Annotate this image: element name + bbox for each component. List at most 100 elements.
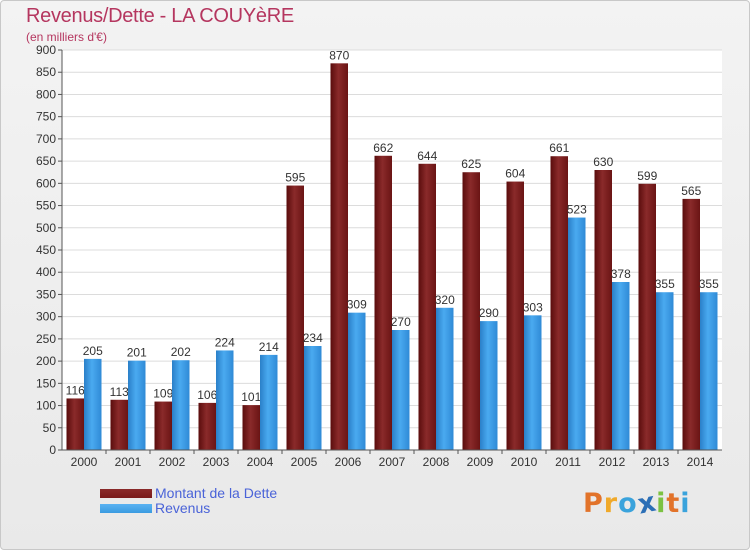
bar-value-label: 320 <box>435 293 455 307</box>
legend-label-dette: Montant de la Dette <box>155 485 278 501</box>
bar-value-label: 234 <box>303 331 323 345</box>
bar-revenus <box>524 315 542 450</box>
bar-dette <box>286 185 304 451</box>
chart-title: Revenus/Dette - LA COUYèRE <box>26 5 294 27</box>
bar-value-label: 565 <box>681 184 701 198</box>
bar-revenus <box>436 307 454 450</box>
y-tick-label: 500 <box>36 221 56 235</box>
bar-dette <box>638 183 656 450</box>
bar-dette <box>374 155 392 450</box>
x-tick-label: 2013 <box>643 455 670 469</box>
x-tick-label: 2004 <box>247 455 274 469</box>
y-tick-label: 350 <box>36 287 56 301</box>
x-tick-label: 2011 <box>555 455 581 469</box>
bar-dette <box>506 181 524 451</box>
bar-value-label: 109 <box>153 387 173 401</box>
y-tick-label: 750 <box>36 110 56 124</box>
bar-value-label: 270 <box>391 315 411 329</box>
x-axis-ticks: 2000 2001 2002 2003 2004 2005 2006 2007 2008 2009… <box>71 450 714 469</box>
logo-letter: i <box>656 488 667 519</box>
bar-value-label: 201 <box>127 346 147 360</box>
logo-letter: P <box>583 488 604 519</box>
bar-revenus <box>700 292 718 450</box>
x-tick-label: 2005 <box>291 455 318 469</box>
logo-letter: r <box>603 488 619 519</box>
bar-revenus <box>304 346 322 450</box>
logo-letter: i <box>680 488 691 519</box>
x-tick-label: 2010 <box>511 455 538 469</box>
legend-swatch-revenus <box>100 504 152 513</box>
bar-revenus <box>612 282 630 450</box>
bar-value-label: 599 <box>637 169 657 183</box>
bar-value-label: 630 <box>593 155 613 169</box>
bar-revenus <box>568 217 586 450</box>
bar-revenus <box>128 360 146 450</box>
x-tick-label: 2008 <box>423 455 450 469</box>
bar-value-label: 355 <box>655 277 675 291</box>
bar-value-label: 303 <box>523 300 543 314</box>
bar-revenus <box>260 354 278 450</box>
y-tick-label: 900 <box>36 43 56 57</box>
bar-dette <box>242 405 260 450</box>
logo-letter: o <box>618 488 638 519</box>
bar-value-label: 106 <box>197 388 217 402</box>
bar-dette <box>550 156 568 450</box>
bar-dette <box>462 172 480 450</box>
chart-subtitle: (en milliers d'€) <box>26 30 107 44</box>
y-tick-label: 850 <box>36 65 56 79</box>
y-tick-label: 250 <box>36 332 56 346</box>
bar-value-label: 644 <box>417 149 437 163</box>
bar-value-label: 662 <box>373 141 393 155</box>
y-tick-label: 100 <box>36 399 56 413</box>
bar-value-label: 309 <box>347 298 367 312</box>
x-tick-label: 2000 <box>71 455 98 469</box>
bar-value-label: 113 <box>110 385 129 399</box>
y-tick-label: 200 <box>36 354 56 368</box>
bar-value-label: 870 <box>329 48 349 62</box>
bar-value-label: 101 <box>241 390 261 404</box>
bar-revenus <box>392 330 410 450</box>
y-tick-label: 0 <box>49 443 56 457</box>
bar-dette <box>418 163 436 450</box>
bar-value-label: 116 <box>66 383 85 397</box>
bar-dette <box>110 399 128 450</box>
bar-value-label: 202 <box>171 345 191 359</box>
bar-revenus <box>84 358 102 450</box>
bar-dette <box>66 398 84 450</box>
bar-dette <box>594 170 612 450</box>
bar-dette <box>682 198 700 450</box>
bar-value-label: 205 <box>83 344 103 358</box>
y-tick-label: 300 <box>36 310 56 324</box>
x-tick-label: 2001 <box>115 455 142 469</box>
bar-value-label: 224 <box>215 335 235 349</box>
x-tick-label: 2002 <box>159 455 186 469</box>
bar-value-label: 355 <box>699 277 719 291</box>
x-tick-label: 2007 <box>379 455 406 469</box>
logo-letter: t <box>666 488 681 519</box>
y-tick-label: 700 <box>36 132 56 146</box>
y-tick-label: 400 <box>36 265 56 279</box>
bar-value-label: 625 <box>461 157 481 171</box>
legend-label-revenus: Revenus <box>155 500 211 516</box>
x-tick-label: 2014 <box>687 455 714 469</box>
y-tick-label: 450 <box>36 243 56 257</box>
bar-dette <box>330 63 348 450</box>
x-tick-label: 2003 <box>203 455 230 469</box>
axes <box>61 50 722 451</box>
y-tick-label: 50 <box>43 421 57 435</box>
proxiti-logo: Proxiti <box>583 486 691 520</box>
y-tick-label: 800 <box>36 87 56 101</box>
bar-revenus <box>348 312 366 450</box>
y-axis-ticks: 0 50 100 150 200 250 300 350 400 450 500 550 600 650 7… <box>36 43 62 457</box>
y-tick-label: 650 <box>36 154 56 168</box>
legend-swatch-dette <box>100 489 152 498</box>
bar-value-label: 523 <box>567 203 587 217</box>
bar-value-label: 214 <box>259 340 279 354</box>
bar-dette <box>154 401 172 450</box>
x-tick-label: 2006 <box>335 455 362 469</box>
y-tick-label: 150 <box>36 376 56 390</box>
bar-value-label: 595 <box>285 171 305 185</box>
bar-dette <box>198 402 216 450</box>
x-tick-label: 2012 <box>599 455 626 469</box>
